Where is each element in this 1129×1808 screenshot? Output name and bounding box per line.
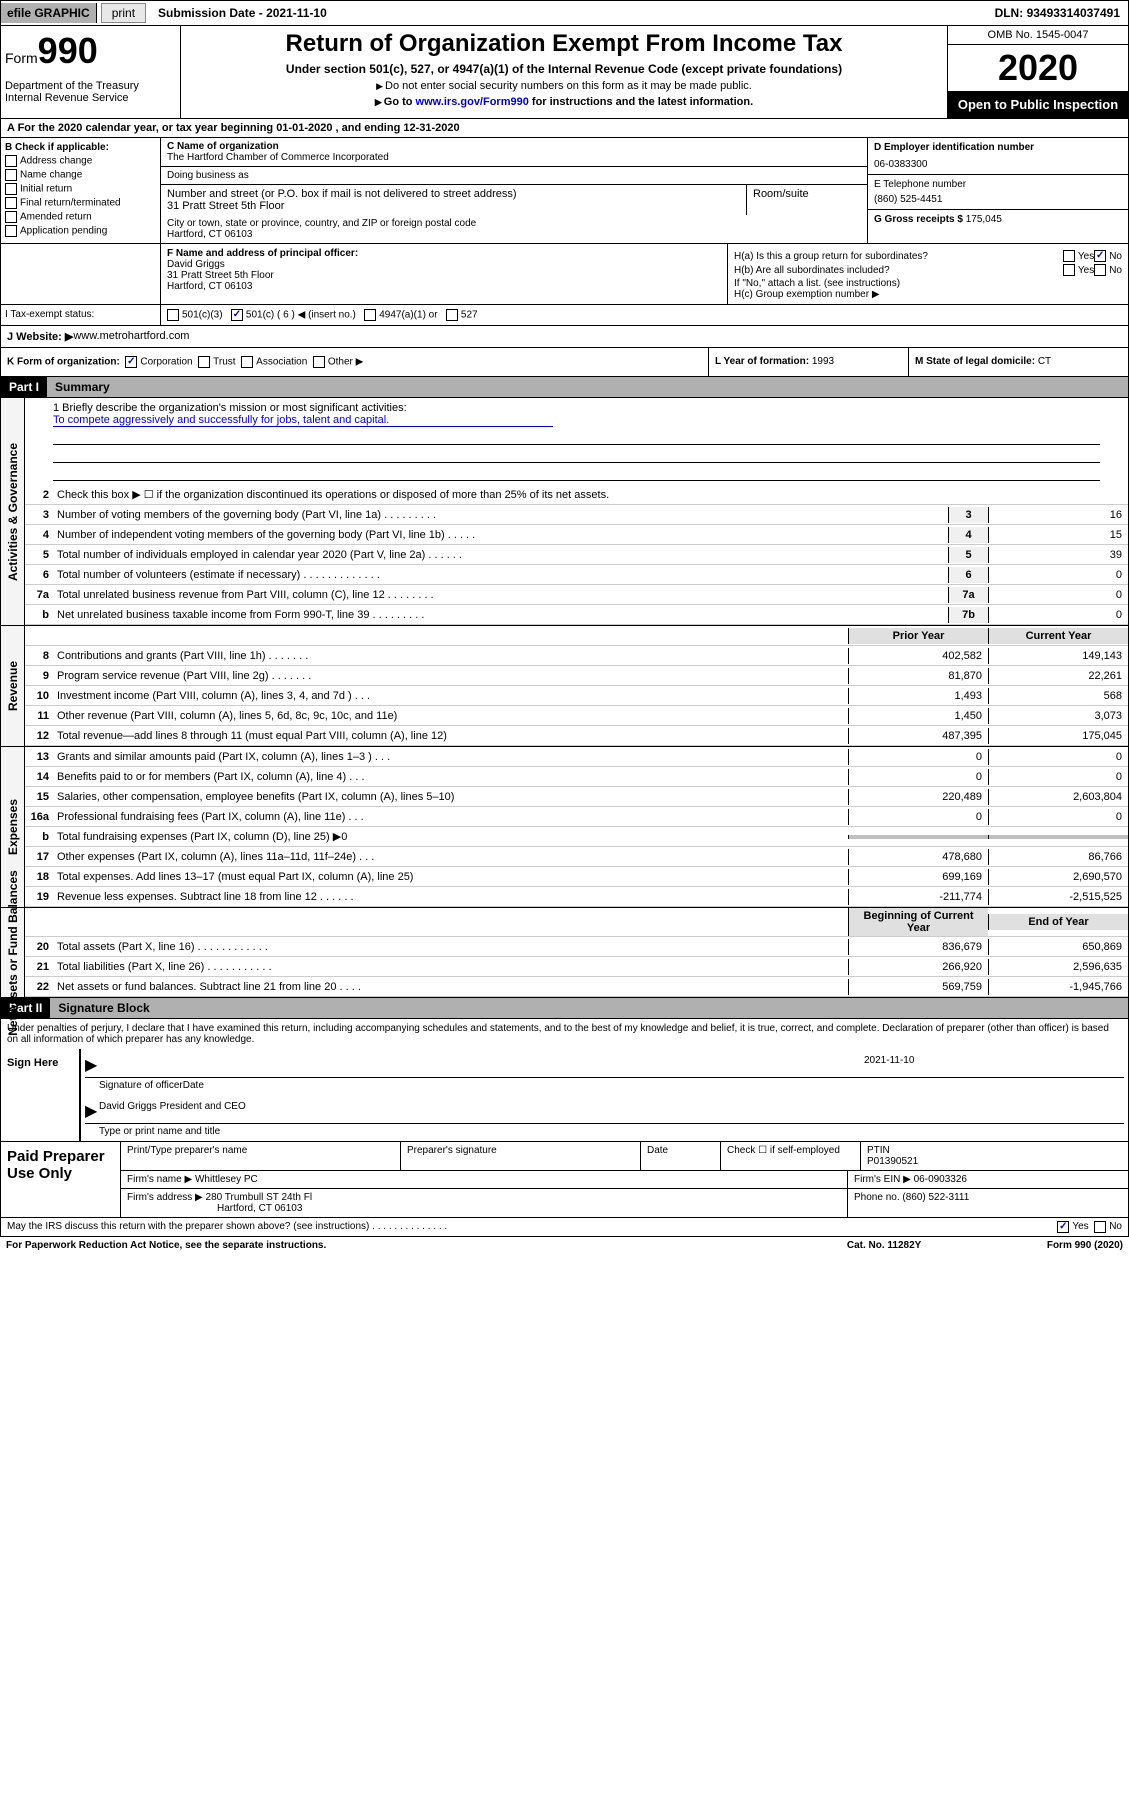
gross-receipts: 175,045 — [966, 214, 1002, 225]
cb-501c[interactable] — [231, 309, 243, 321]
city-state-zip: Hartford, CT 06103 — [167, 229, 861, 240]
public-inspection: Open to Public Inspection — [948, 91, 1128, 118]
submission-date: Submission Date - 2021-11-10 — [150, 3, 335, 23]
table-row: 15Salaries, other compensation, employee… — [25, 787, 1128, 807]
efile-label: efile GRAPHIC — [1, 3, 97, 23]
table-row: bNet unrelated business taxable income f… — [25, 605, 1128, 625]
cb-amended-return[interactable]: Amended return — [5, 211, 156, 223]
perjury-text: Under penalties of perjury, I declare th… — [0, 1019, 1129, 1049]
cb-initial-return[interactable]: Initial return — [5, 183, 156, 195]
state-domicile: CT — [1038, 356, 1051, 367]
cb-discuss-yes[interactable] — [1057, 1221, 1069, 1233]
org-name: The Hartford Chamber of Commerce Incorpo… — [167, 152, 861, 163]
cb-corp[interactable] — [125, 356, 137, 368]
cb-address-change[interactable]: Address change — [5, 155, 156, 167]
firm-name: Whittlesey PC — [195, 1174, 258, 1185]
check-if-applicable: B Check if applicable: Address change Na… — [1, 138, 161, 243]
table-row: 21Total liabilities (Part X, line 26) . … — [25, 957, 1128, 977]
table-row: 9Program service revenue (Part VIII, lin… — [25, 666, 1128, 686]
firm-ein: 06-0903326 — [914, 1174, 967, 1185]
cb-4947[interactable] — [364, 309, 376, 321]
expenses-section: Expenses 13Grants and similar amounts pa… — [0, 747, 1129, 908]
table-row: bTotal fundraising expenses (Part IX, co… — [25, 827, 1128, 847]
table-row: 14Benefits paid to or for members (Part … — [25, 767, 1128, 787]
cb-ha-yes[interactable] — [1063, 250, 1075, 262]
cb-assoc[interactable] — [241, 356, 253, 368]
table-row: 4Number of independent voting members of… — [25, 525, 1128, 545]
governance-section: Activities & Governance 1 Briefly descri… — [0, 398, 1129, 626]
cb-other[interactable] — [313, 356, 325, 368]
officer-group-row: F Name and address of principal officer:… — [0, 243, 1129, 305]
table-row: 18Total expenses. Add lines 13–17 (must … — [25, 867, 1128, 887]
table-row: 5Total number of individuals employed in… — [25, 545, 1128, 565]
page-footer: For Paperwork Reduction Act Notice, see … — [0, 1237, 1129, 1254]
org-name-block: C Name of organizationThe Hartford Chamb… — [161, 138, 868, 243]
ptin: P01390521 — [867, 1156, 1122, 1167]
period-row: A For the 2020 calendar year, or tax yea… — [0, 119, 1129, 138]
table-row: 8Contributions and grants (Part VIII, li… — [25, 646, 1128, 666]
table-row: 12Total revenue—add lines 8 through 11 (… — [25, 726, 1128, 746]
form-title: Return of Organization Exempt From Incom… — [189, 30, 939, 58]
website-row: J Website: ▶ www.metrohartford.com — [0, 326, 1129, 348]
signature-block: Sign Here ▶2021-11-10 Signature of offic… — [0, 1049, 1129, 1218]
print-button[interactable]: print — [101, 3, 146, 23]
form-year-block: OMB No. 1545-0047 2020 Open to Public In… — [948, 26, 1128, 118]
form-header: Form990 Department of the Treasury Inter… — [0, 26, 1129, 119]
table-row: 3Number of voting members of the governi… — [25, 505, 1128, 525]
revenue-section: Revenue Prior YearCurrent Year 8Contribu… — [0, 626, 1129, 747]
preparer-block: Paid Preparer Use Only Print/Type prepar… — [1, 1141, 1128, 1217]
year-formation: 1993 — [812, 356, 834, 367]
form-id: Form990 Department of the Treasury Inter… — [1, 26, 181, 118]
part2-header: Part II Signature Block — [0, 998, 1129, 1019]
table-row: 22Net assets or fund balances. Subtract … — [25, 977, 1128, 997]
table-row: 7aTotal unrelated business revenue from … — [25, 585, 1128, 605]
cb-hb-yes[interactable] — [1063, 264, 1075, 276]
net-assets-section: Net Assets or Fund Balances Beginning of… — [0, 908, 1129, 998]
identity-block: B Check if applicable: Address change Na… — [0, 138, 1129, 243]
tax-exempt-row: I Tax-exempt status: 501(c)(3) 501(c) ( … — [0, 305, 1129, 326]
table-row: 20Total assets (Part X, line 16) . . . .… — [25, 937, 1128, 957]
phone: (860) 525-4451 — [874, 194, 1122, 205]
principal-officer: F Name and address of principal officer:… — [161, 244, 728, 304]
table-row: 17Other expenses (Part IX, column (A), l… — [25, 847, 1128, 867]
group-return-block: H(a) Is this a group return for subordin… — [728, 244, 1128, 304]
table-row: 16aProfessional fundraising fees (Part I… — [25, 807, 1128, 827]
omb-number: OMB No. 1545-0047 — [948, 26, 1128, 45]
cb-final-return[interactable]: Final return/terminated — [5, 197, 156, 209]
ein: 06-0383300 — [874, 159, 1122, 170]
dept-label: Department of the Treasury Internal Reve… — [5, 80, 176, 104]
ein-phone-block: D Employer identification number06-03833… — [868, 138, 1128, 243]
table-row: 10Investment income (Part VIII, column (… — [25, 686, 1128, 706]
table-row: 2Check this box ▶ ☐ if the organization … — [25, 485, 1128, 505]
sign-date: 2021-11-10 — [864, 1055, 1124, 1075]
officer-name: David Griggs President and CEO — [99, 1101, 1124, 1121]
table-row: 11Other revenue (Part VIII, column (A), … — [25, 706, 1128, 726]
cb-501c3[interactable] — [167, 309, 179, 321]
mission-text: To compete aggressively and successfully… — [53, 414, 553, 427]
topbar: efile GRAPHIC print Submission Date - 20… — [0, 0, 1129, 26]
dln: DLN: 93493314037491 — [987, 3, 1128, 23]
cb-discuss-no[interactable] — [1094, 1221, 1106, 1233]
street-address: 31 Pratt Street 5th Floor — [167, 200, 740, 212]
cb-application-pending[interactable]: Application pending — [5, 225, 156, 237]
tax-year: 2020 — [948, 45, 1128, 91]
website-url: www.metrohartford.com — [73, 330, 189, 343]
sign-here-label: Sign Here — [1, 1049, 81, 1141]
instructions-link[interactable]: www.irs.gov/Form990 — [416, 96, 529, 108]
table-row: 13Grants and similar amounts paid (Part … — [25, 747, 1128, 767]
form-title-block: Return of Organization Exempt From Incom… — [181, 26, 948, 118]
table-row: 6Total number of volunteers (estimate if… — [25, 565, 1128, 585]
cb-name-change[interactable]: Name change — [5, 169, 156, 181]
firm-phone: (860) 522-3111 — [902, 1192, 969, 1203]
form-of-org-row: K Form of organization: Corporation Trus… — [0, 348, 1129, 377]
cb-527[interactable] — [446, 309, 458, 321]
table-row: 19Revenue less expenses. Subtract line 1… — [25, 887, 1128, 907]
firm-address: 280 Trumbull ST 24th Fl — [206, 1192, 313, 1203]
mission-block: 1 Briefly describe the organization's mi… — [25, 398, 1128, 485]
discuss-row: May the IRS discuss this return with the… — [0, 1218, 1129, 1237]
cb-ha-no[interactable] — [1094, 250, 1106, 262]
part1-header: Part I Summary — [0, 377, 1129, 398]
cb-hb-no[interactable] — [1094, 264, 1106, 276]
cb-trust[interactable] — [198, 356, 210, 368]
